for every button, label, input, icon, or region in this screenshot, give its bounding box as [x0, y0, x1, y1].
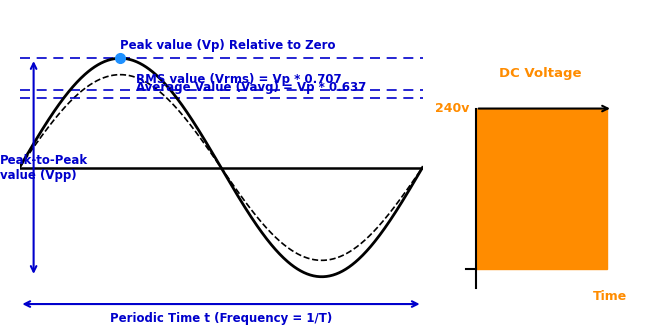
Text: Peak value (Vp) Relative to Zero: Peak value (Vp) Relative to Zero — [120, 39, 336, 52]
Text: 240v: 240v — [436, 102, 470, 115]
Text: DC Voltage: DC Voltage — [499, 67, 582, 80]
Text: Periodic Time t (Frequency = 1/T): Periodic Time t (Frequency = 1/T) — [110, 312, 332, 325]
Text: Average Value (Vavg) = Vp * 0.637: Average Value (Vavg) = Vp * 0.637 — [136, 80, 367, 93]
Bar — [476, 109, 607, 269]
Text: RMS value (Vrms) = Vp * 0.707: RMS value (Vrms) = Vp * 0.707 — [136, 73, 342, 86]
Text: Time: Time — [593, 290, 627, 303]
Text: Peak-to-Peak
value (Vpp): Peak-to-Peak value (Vpp) — [0, 153, 88, 182]
